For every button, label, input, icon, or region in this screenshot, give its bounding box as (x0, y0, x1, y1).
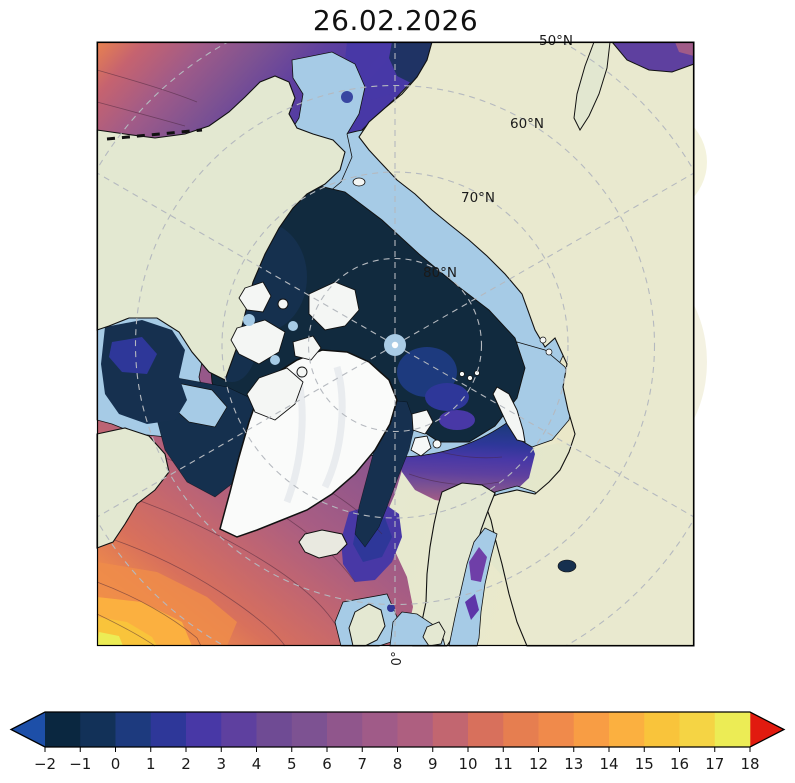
colorbar-tick-label: 1 (146, 755, 156, 773)
uk-land (348, 603, 386, 647)
colorbar-segment (538, 712, 575, 747)
svalbard (410, 409, 442, 457)
colorbar-segment (503, 712, 539, 747)
colorbar-segment (150, 712, 187, 747)
colorbar-segment (468, 712, 504, 747)
severnaya-zemlya (539, 336, 553, 356)
under-range-arrow (11, 712, 45, 747)
colorbar-tick-label: −1 (69, 755, 91, 773)
colorbar-tick-label: 16 (670, 755, 689, 773)
lat-label-70: 70°N (461, 190, 495, 206)
archipelago-ice-patches (243, 314, 298, 365)
colorbar-tick-label: 9 (428, 755, 438, 773)
temperature-colorbar: −2 −1 0 1 2 3 4 5 6 7 8 9 10 11 12 13 14 15 16 17 18 (0, 700, 795, 783)
colorbar-tick-label: 13 (564, 755, 583, 773)
canadian-archipelago (230, 281, 360, 421)
colorbar-segment (714, 712, 751, 747)
colorbar-tick-label: 11 (494, 755, 513, 773)
over-range-arrow (750, 712, 784, 747)
lat-label-60: 60°N (510, 116, 544, 132)
colorbar-tick-label: 14 (599, 755, 618, 773)
franz-josef-land (459, 370, 480, 381)
colorbar-tick-label: 5 (287, 755, 297, 773)
lat-label-50: 50°N (539, 33, 573, 49)
colorbar-segment (291, 712, 328, 747)
wrangel-island (352, 177, 366, 187)
colorbar-tick-label: 12 (529, 755, 548, 773)
colorbar-tick-label: 15 (635, 755, 654, 773)
colorbar-segment (573, 712, 610, 747)
novaya-zemlya (492, 386, 526, 443)
colorbar-segment (362, 712, 398, 747)
colorbar-segment (644, 712, 680, 747)
colorbar-segment (186, 712, 222, 747)
map-title: 26.02.2026 (312, 4, 479, 37)
colorbar-segment (256, 712, 293, 747)
colorbar-tick-label: 18 (740, 755, 759, 773)
lat-label-80: 80°N (423, 265, 457, 281)
colorbar-segment (221, 712, 257, 747)
iceland (298, 529, 348, 559)
labrador-land (96, 427, 170, 549)
colorbar-tick-label: 3 (216, 755, 226, 773)
kamchatka-land (573, 41, 611, 132)
colorbar-segment (609, 712, 645, 747)
colorbar-tick-label: 7 (357, 755, 367, 773)
graticule (97, 42, 694, 646)
colorbar-tick-label: 2 (181, 755, 191, 773)
denmark-land (422, 621, 446, 647)
colorbar-segment (327, 712, 363, 747)
latitude-labels: 50°N 60°N 70°N 80°N (423, 33, 573, 281)
aleutian-islands (106, 128, 203, 141)
colorbar-segment (679, 712, 716, 747)
colorbar-tick-label: 10 (458, 755, 477, 773)
colorbar-segment (397, 712, 434, 747)
colorbar-tick-label: 4 (252, 755, 262, 773)
colorbar-segment (115, 712, 152, 747)
arctic-sst-map: 50°N 60°N 70°N 80°N (96, 33, 707, 647)
alaska-canada-mainland (96, 75, 346, 381)
colorbar-tick-label: 0 (111, 755, 121, 773)
colorbar-tick-label: 8 (393, 755, 403, 773)
colorbar-segment (45, 712, 81, 747)
colorbar-tick-label: 6 (322, 755, 332, 773)
land-masses (96, 41, 695, 647)
siberia-land (358, 41, 695, 647)
colorbar-segment (80, 712, 116, 747)
map-border (96, 41, 695, 647)
colorbar-tick-label: −2 (34, 755, 56, 773)
meridian-label-0deg: 0° (389, 651, 405, 666)
colorbar-segment (432, 712, 469, 747)
lake-ladoga (557, 559, 577, 573)
colorbar-tick-label: 17 (705, 755, 724, 773)
pole-marker (384, 334, 406, 356)
baltic-sea (448, 527, 498, 647)
